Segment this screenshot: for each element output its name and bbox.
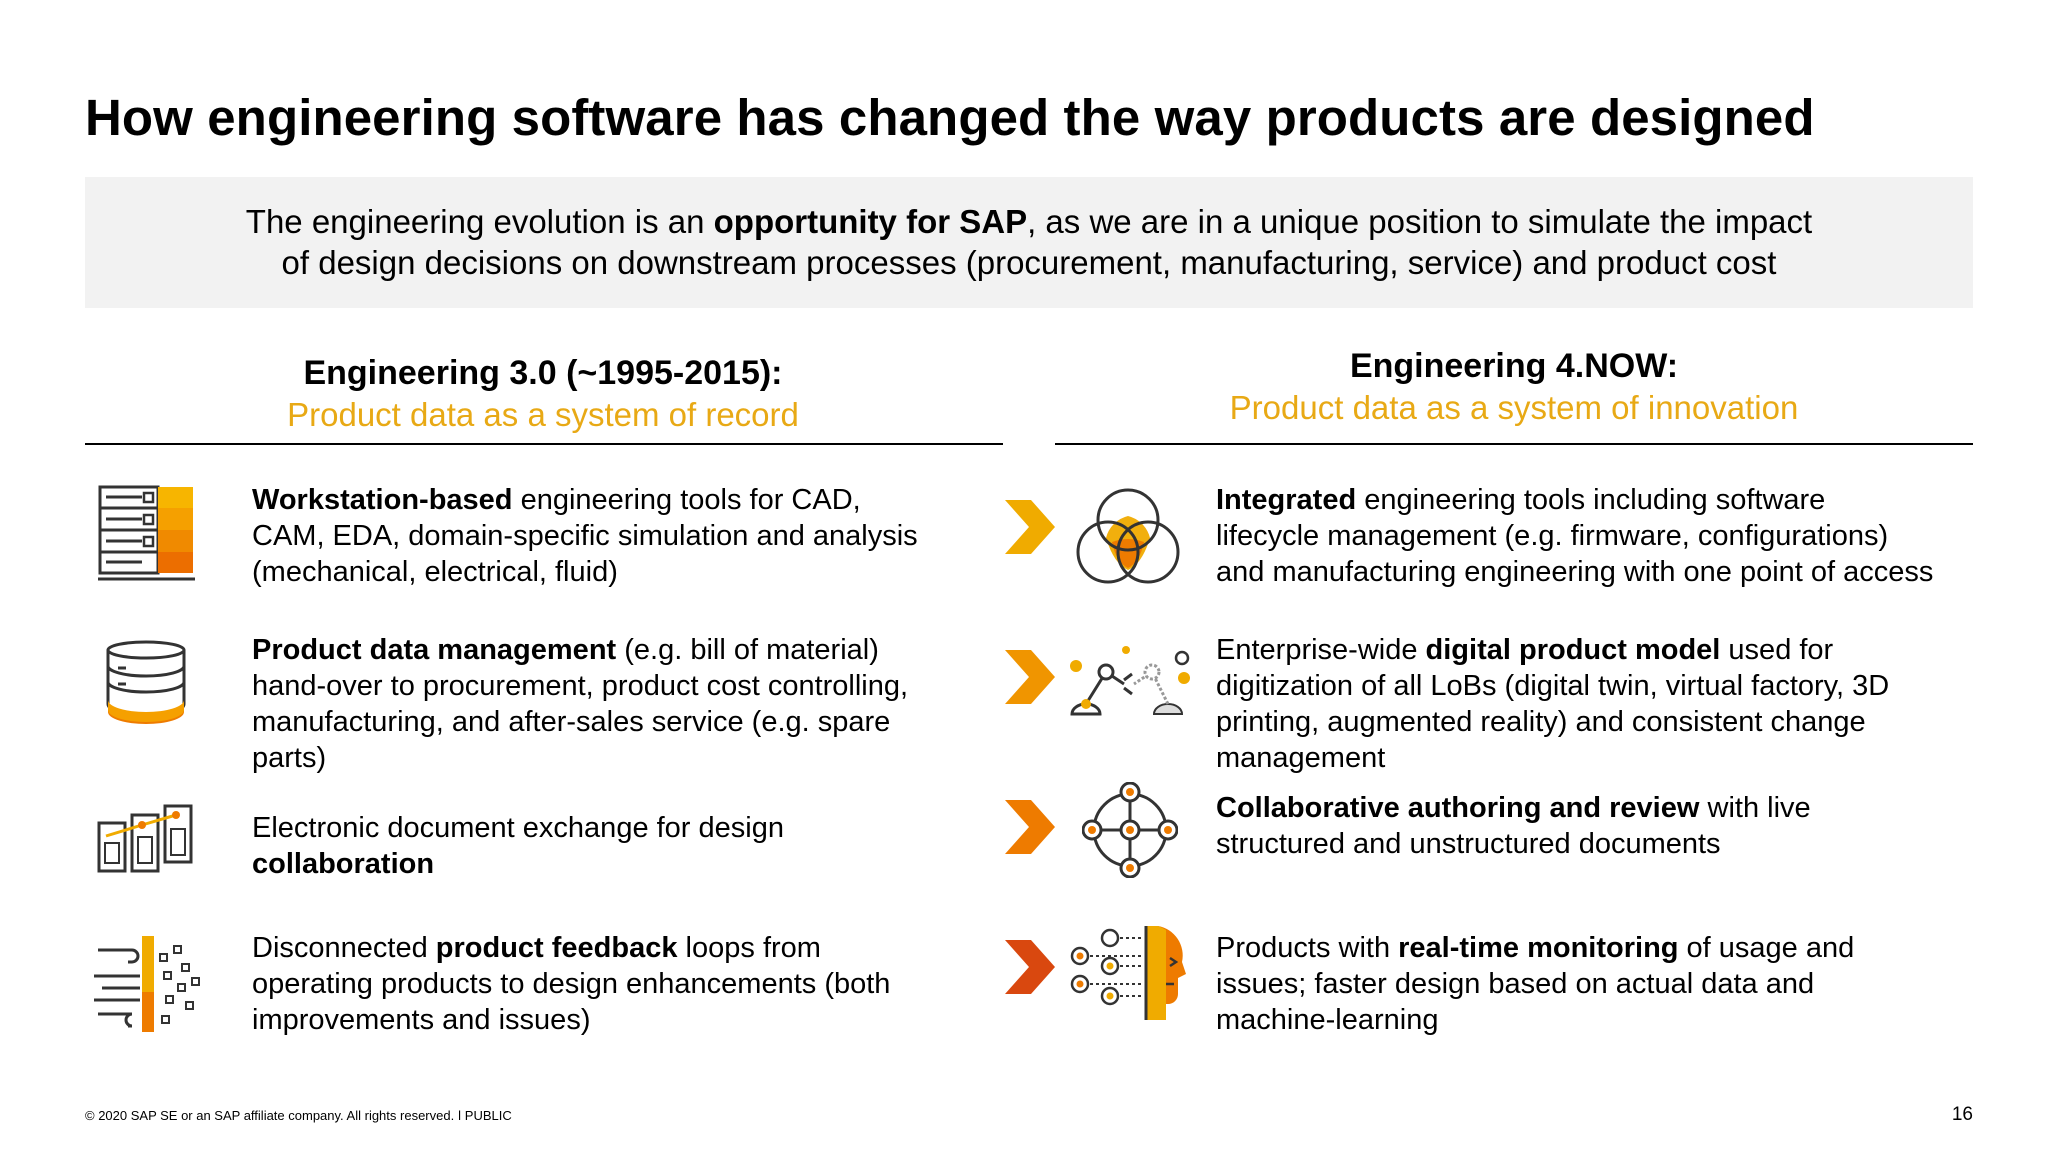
item-text: engineering tools for CAD, xyxy=(512,484,861,516)
right-divider xyxy=(1055,443,1973,445)
item-line: Collaborative authoring and review with … xyxy=(1216,790,1811,826)
right-heading-title: Engineering 4.NOW: xyxy=(1349,347,1679,385)
item-line: improvements and issues) xyxy=(252,1004,591,1036)
banner-text: The engineering evolution is an xyxy=(245,203,714,240)
item-text: Disconnected xyxy=(252,932,436,964)
right-heading-subtitle: Product data as a system of innovation xyxy=(1229,389,1799,426)
left-heading-subtitle: Product data as a system of record xyxy=(287,396,799,433)
left-item-feedback: Disconnected product feedback loops from… xyxy=(252,930,890,1038)
database-icon xyxy=(106,640,186,724)
item-line: Integrated engineering tools including s… xyxy=(1216,482,1933,518)
item-line: digitization of all LoBs (digital twin, … xyxy=(1216,670,1890,702)
page-number: 16 xyxy=(1951,1104,1973,1125)
left-column-heading: Engineering 3.0 (~1995-2015): Product da… xyxy=(85,353,1001,435)
item-line: management xyxy=(1216,742,1386,774)
item-emphasis: Integrated xyxy=(1216,484,1357,516)
chevron-right-icon xyxy=(1005,940,1055,994)
item-line: Products with real-time monitoring of us… xyxy=(1216,930,1854,966)
item-line: parts) xyxy=(252,742,327,774)
item-line: Disconnected product feedback loops from xyxy=(252,930,890,966)
left-item-document-exchange: Electronic document exchange for design … xyxy=(252,810,784,882)
monitoring-ai-icon xyxy=(1070,926,1186,1020)
item-line: collaboration xyxy=(252,846,784,882)
left-heading-title: Engineering 3.0 (~1995-2015): xyxy=(303,354,783,392)
item-line: Electronic document exchange for design xyxy=(252,812,784,844)
item-line: operating products to design enhancement… xyxy=(252,968,891,1000)
left-divider xyxy=(85,443,1003,445)
item-emphasis: product feedback xyxy=(435,932,678,964)
left-item-pdm: Product data management (e.g. bill of ma… xyxy=(252,632,908,776)
item-line: CAM, EDA, domain-specific simulation and… xyxy=(252,520,918,552)
item-line: machine-learning xyxy=(1216,1004,1439,1036)
chevron-right-icon xyxy=(1005,650,1055,704)
item-emphasis: Product data management xyxy=(252,634,617,666)
banner-line-2: of design decisions on downstream proces… xyxy=(281,244,1777,281)
item-emphasis: collaboration xyxy=(252,848,435,880)
item-line: and manufacturing engineering with one p… xyxy=(1216,556,1934,588)
banner-text: , as we are in a unique position to simu… xyxy=(1027,203,1813,240)
item-line: structured and unstructured documents xyxy=(1216,828,1721,860)
page-title: How engineering software has changed the… xyxy=(85,89,1815,146)
item-text: with live xyxy=(1699,792,1811,824)
chevron-right-icon xyxy=(1005,500,1055,554)
right-item-collaborative: Collaborative authoring and review with … xyxy=(1216,790,1811,862)
left-item-workstation: Workstation-based engineering tools for … xyxy=(252,482,918,590)
item-emphasis: digital product model xyxy=(1425,634,1721,666)
right-item-integrated: Integrated engineering tools including s… xyxy=(1216,482,1933,590)
item-emphasis: real-time monitoring xyxy=(1398,932,1679,964)
item-text: Enterprise-wide xyxy=(1216,634,1426,666)
banner-emphasis: opportunity for SAP xyxy=(713,203,1028,240)
item-text: (e.g. bill of material) xyxy=(616,634,879,666)
venn-diagram-icon xyxy=(1076,488,1180,584)
copyright-footer: © 2020 SAP SE or an SAP affiliate compan… xyxy=(85,1108,512,1123)
item-text: loops from xyxy=(677,932,821,964)
chevron-right-icon xyxy=(1005,800,1055,854)
item-text: used for xyxy=(1720,634,1834,666)
item-line: lifecycle management (e.g. firmware, con… xyxy=(1216,520,1889,552)
item-line: Workstation-based engineering tools for … xyxy=(252,482,918,518)
documents-exchange-icon xyxy=(97,804,193,873)
right-item-digital-model: Enterprise-wide digital product model us… xyxy=(1216,632,1889,776)
server-rack-icon xyxy=(98,485,195,581)
collaboration-network-icon xyxy=(1082,782,1178,878)
item-text: of usage and xyxy=(1678,932,1855,964)
item-line: Enterprise-wide digital product model us… xyxy=(1216,632,1889,668)
item-line: manufacturing, and after-sales service (… xyxy=(252,706,891,738)
item-line: issues; faster design based on actual da… xyxy=(1216,968,1815,1000)
item-line: (mechanical, electrical, fluid) xyxy=(252,556,618,588)
feedback-loop-icon xyxy=(94,936,200,1032)
right-item-monitoring: Products with real-time monitoring of us… xyxy=(1216,930,1854,1038)
item-emphasis: Collaborative authoring and review xyxy=(1216,792,1700,824)
item-line: printing, augmented reality) and consist… xyxy=(1216,706,1866,738)
robot-arms-icon xyxy=(1070,646,1190,716)
item-emphasis: Workstation-based xyxy=(252,484,513,516)
item-line: Product data management (e.g. bill of ma… xyxy=(252,632,908,668)
item-line: hand-over to procurement, product cost c… xyxy=(252,670,909,702)
right-column-heading: Engineering 4.NOW: Product data as a sys… xyxy=(1055,346,1973,428)
banner-line-1: The engineering evolution is an opportun… xyxy=(85,201,1973,242)
item-text: engineering tools including software xyxy=(1356,484,1826,516)
item-text: Products with xyxy=(1216,932,1399,964)
key-message-banner: The engineering evolution is an opportun… xyxy=(85,177,1973,308)
